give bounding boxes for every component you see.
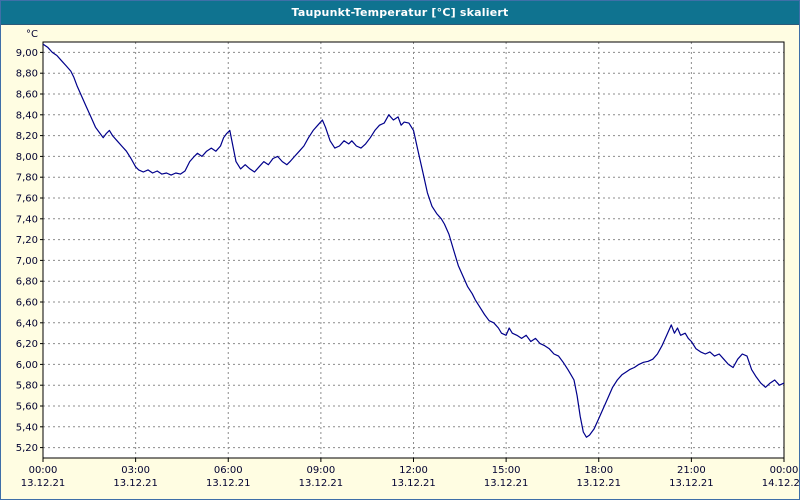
svg-text:5,60: 5,60 <box>16 402 38 413</box>
svg-text:7,00: 7,00 <box>16 256 38 267</box>
svg-text:06:00: 06:00 <box>214 465 243 476</box>
svg-text:5,20: 5,20 <box>16 443 38 454</box>
svg-text:12:00: 12:00 <box>399 465 428 476</box>
svg-text:5,40: 5,40 <box>16 422 38 433</box>
svg-text:6,80: 6,80 <box>16 277 38 288</box>
svg-text:6,20: 6,20 <box>16 339 38 350</box>
svg-text:13.12.21: 13.12.21 <box>576 478 621 489</box>
svg-text:15:00: 15:00 <box>492 465 521 476</box>
svg-text:00:00: 00:00 <box>29 465 58 476</box>
svg-text:13.12.21: 13.12.21 <box>484 478 529 489</box>
dewpoint-line-chart: 9,00 8,80 8,60 8,40 8,20 8,00 7,80 7,60 7,40 7,20… <box>16 29 799 489</box>
svg-text:21:00: 21:00 <box>677 465 706 476</box>
title-bar: Taupunkt-Temperatur [°C] skaliert <box>1 1 799 25</box>
svg-text:8,80: 8,80 <box>16 69 38 80</box>
svg-text:7,20: 7,20 <box>16 235 38 246</box>
svg-text:13.12.21: 13.12.21 <box>391 478 436 489</box>
svg-text:6,60: 6,60 <box>16 298 38 309</box>
svg-text:°C: °C <box>26 29 38 40</box>
svg-text:13.12.21: 13.12.21 <box>669 478 714 489</box>
svg-text:8,00: 8,00 <box>16 152 38 163</box>
svg-text:03:00: 03:00 <box>121 465 150 476</box>
svg-text:09:00: 09:00 <box>306 465 335 476</box>
svg-text:6,00: 6,00 <box>16 360 38 371</box>
svg-text:9,00: 9,00 <box>16 48 38 59</box>
svg-text:5,80: 5,80 <box>16 381 38 392</box>
svg-text:18:00: 18:00 <box>584 465 613 476</box>
svg-text:6,40: 6,40 <box>16 318 38 329</box>
svg-text:13.12.21: 13.12.21 <box>113 478 158 489</box>
svg-text:7,60: 7,60 <box>16 194 38 205</box>
svg-text:14.12.21: 14.12.21 <box>762 478 799 489</box>
svg-text:8,40: 8,40 <box>16 110 38 121</box>
svg-text:13.12.21: 13.12.21 <box>299 478 344 489</box>
svg-text:7,80: 7,80 <box>16 173 38 184</box>
svg-text:7,40: 7,40 <box>16 214 38 225</box>
svg-text:13.12.21: 13.12.21 <box>21 478 66 489</box>
chart-title: Taupunkt-Temperatur [°C] skaliert <box>291 6 509 19</box>
svg-text:8,20: 8,20 <box>16 131 38 142</box>
svg-text:00:00: 00:00 <box>770 465 799 476</box>
svg-text:13.12.21: 13.12.21 <box>206 478 251 489</box>
svg-text:8,60: 8,60 <box>16 90 38 101</box>
